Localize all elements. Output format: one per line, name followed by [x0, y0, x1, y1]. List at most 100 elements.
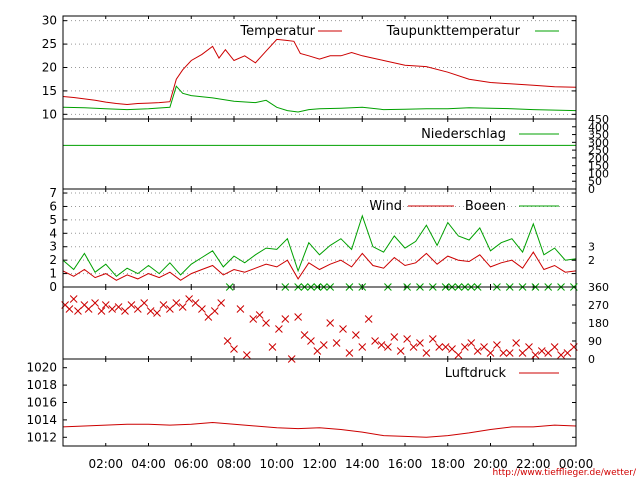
wind-direction-point: [416, 339, 424, 347]
y-tick-label: 1014: [26, 413, 57, 427]
wind-direction-point: [332, 339, 341, 347]
wind-direction-point: [281, 315, 290, 323]
wind-direction-point: [512, 339, 521, 347]
y-tick-label-right: 50: [588, 175, 602, 188]
x-tick-label: 14:00: [345, 457, 380, 471]
wind-direction-point: [294, 313, 302, 321]
wind-direction-point: [140, 299, 149, 307]
wind-direction-point: [204, 313, 213, 321]
wind-direction-point: [178, 303, 187, 311]
x-tick-label: 12:00: [302, 457, 337, 471]
x-tick-label: 22:00: [516, 457, 551, 471]
wind-direction-point: [351, 331, 360, 339]
wind-direction-point: [493, 341, 501, 349]
wind-direction-point: [307, 337, 315, 345]
x-tick-label: 08:00: [217, 457, 252, 471]
wind-direction-point: [403, 335, 411, 343]
series-line-wind-1: [62, 214, 577, 277]
wind-direction-point: [91, 299, 99, 307]
wind-direction-point: [384, 343, 392, 351]
wind-direction-point: [84, 305, 93, 313]
wind-direction-point: [249, 315, 258, 323]
wind-direction-point: [422, 349, 431, 357]
y-tick-label: 30: [42, 14, 57, 28]
x-tick-label: 10:00: [259, 457, 294, 471]
wind-direction-point: [223, 337, 232, 345]
wind-direction-point: [319, 341, 328, 349]
wind-direction-point: [74, 307, 82, 315]
y-tick-label-right: 350: [588, 129, 609, 142]
x-tick-label: 02:00: [88, 457, 123, 471]
wind-direction-point: [166, 305, 174, 313]
wind-direction-point: [537, 347, 546, 355]
x-tick-label: 20:00: [473, 457, 508, 471]
y-tick-label: 1020: [26, 361, 57, 375]
wind-direction-point: [242, 351, 251, 359]
y-tick-label-right: 0: [588, 183, 595, 196]
wind-direction-point: [544, 349, 553, 357]
wind-direction-point: [236, 305, 245, 313]
x-tick-label: 04:00: [131, 457, 166, 471]
wind-direction-point: [467, 339, 476, 347]
legend-label: Niederschlag: [421, 127, 506, 142]
wind-direction-point: [101, 301, 110, 309]
wind-direction-point: [531, 351, 540, 359]
wind-direction-point: [146, 307, 155, 315]
series-line-pressure-0: [62, 421, 577, 438]
y-tick-label-right: 270: [588, 299, 609, 312]
series-line-temperature-0: [62, 38, 577, 106]
y-tick-label-right: 300: [588, 136, 609, 149]
y-tick-label-right: 450: [588, 113, 609, 126]
y-tick-label: 2: [49, 253, 57, 267]
series-line-temperature-1: [62, 85, 577, 113]
wind-direction-point: [448, 345, 456, 353]
wind-direction-point: [326, 319, 335, 327]
y-tick-label: 15: [42, 84, 57, 98]
y-tick-label: 4: [49, 226, 57, 240]
y-tick-label: 6: [49, 199, 57, 213]
y-tick-label: 20: [42, 61, 57, 75]
wind-direction-point: [313, 347, 322, 355]
wind-direction-point: [300, 331, 309, 339]
wind-direction-point: [127, 301, 136, 309]
y-tick-label: 1018: [26, 378, 57, 392]
wind-direction-point: [114, 303, 123, 311]
y-tick-label: 1012: [26, 430, 57, 444]
y-tick-label: 25: [42, 37, 57, 51]
wind-direction-point: [377, 341, 386, 349]
wind-direction-point: [428, 335, 437, 343]
y-tick-label: 1: [49, 267, 57, 281]
y-tick-label-right: 180: [588, 317, 609, 330]
wind-direction-point: [525, 343, 533, 351]
y-tick-label: 3: [49, 240, 57, 254]
y-tick-label-right: 3: [588, 241, 595, 254]
legend-label: Luftdruck: [445, 366, 507, 381]
wind-direction-point: [133, 305, 142, 313]
wind-direction-point: [153, 309, 161, 317]
wind-direction-point: [108, 305, 117, 313]
wind-direction-point: [69, 295, 78, 303]
wind-direction-point: [345, 349, 354, 357]
y-tick-label-right: 250: [588, 144, 609, 157]
y-tick-label-right: 90: [588, 335, 602, 348]
y-tick-label-right: 200: [588, 152, 609, 165]
y-tick-label: 7: [49, 186, 57, 200]
wind-direction-point: [210, 307, 219, 315]
legend-label: Wind: [369, 199, 402, 214]
wind-direction-point: [409, 343, 418, 351]
wind-direction-point: [396, 347, 405, 355]
source-url: http://www.tiefflieger.de/wetter/: [493, 468, 637, 478]
wind-direction-point: [499, 349, 508, 357]
wind-direction-point: [230, 345, 238, 353]
wind-direction-point: [65, 305, 74, 313]
y-tick-label: 10: [42, 107, 57, 121]
wind-direction-point: [480, 343, 488, 351]
wind-direction-point: [255, 311, 264, 319]
wind-direction-point: [557, 351, 565, 359]
wind-direction-point: [275, 325, 283, 333]
y-tick-label-right: 0: [588, 353, 595, 366]
wind-direction-point: [441, 343, 450, 351]
wind-direction-point: [358, 343, 367, 351]
y-tick-label-right: 360: [588, 281, 609, 294]
